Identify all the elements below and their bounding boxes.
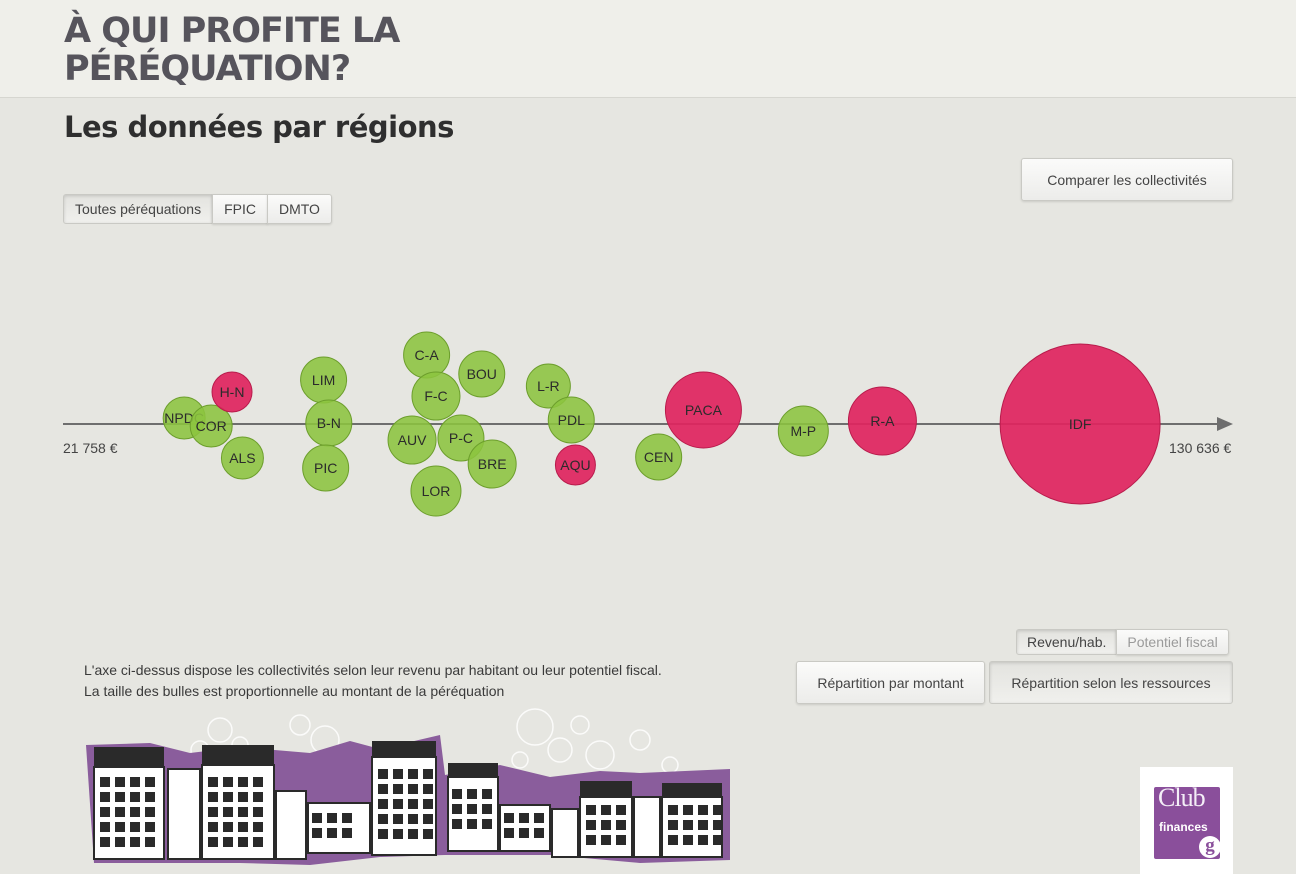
bubble-circle[interactable] (777, 405, 829, 457)
bubble-lim[interactable]: LIM (300, 356, 348, 404)
perequation-tabs: Toutes péréquations FPIC DMTO (63, 194, 332, 224)
bubble-label: H-N (220, 384, 245, 400)
town-illustration (86, 708, 730, 865)
bubble-circle[interactable] (554, 444, 596, 486)
bubble-circle[interactable] (664, 371, 742, 449)
bubble-label: R-A (870, 413, 895, 429)
bubble-l-r[interactable]: L-R (525, 363, 571, 409)
bubble-circle[interactable] (467, 439, 517, 489)
bubble-idf[interactable]: IDF (999, 343, 1161, 505)
bubble-label: F-C (424, 388, 447, 404)
bubble-bre[interactable]: BRE (467, 439, 517, 489)
bubble-label: BRE (478, 456, 507, 472)
description-line-1: L'axe ci-dessus dispose les collectivité… (84, 662, 662, 678)
bubble-circle[interactable] (999, 343, 1161, 505)
bubble-label: AUV (398, 432, 427, 448)
bubble-r-a[interactable]: R-A (847, 386, 917, 456)
page-title: Les données par régions (64, 110, 454, 144)
bubble-circle[interactable] (410, 465, 462, 517)
logo-club-text: Club (1158, 783, 1206, 812)
bubble-circle[interactable] (189, 404, 233, 448)
club-finances-logo (1140, 767, 1233, 874)
bubble-label: COR (196, 418, 227, 434)
measure-toggle: Revenu/hab. Potentiel fiscal (1016, 629, 1229, 655)
bubble-label: PIC (314, 460, 337, 476)
description-line-2: La taille des bulles est proportionnelle… (84, 683, 505, 699)
bubble-circle[interactable] (547, 396, 595, 444)
tab-all[interactable]: Toutes péréquations (63, 194, 214, 224)
bubble-circle[interactable] (387, 415, 437, 465)
bubble-label: P-C (449, 430, 473, 446)
bubble-circle[interactable] (211, 371, 253, 413)
bubble-lor[interactable]: LOR (410, 465, 462, 517)
bubble-aqu[interactable]: AQU (554, 444, 596, 486)
site-title: À QUI PROFITE LA PÉRÉQUATION? (64, 11, 400, 89)
bubble-label: ALS (229, 450, 255, 466)
bubble-h-n[interactable]: H-N (211, 371, 253, 413)
header-bar: À QUI PROFITE LA PÉRÉQUATION? (0, 0, 1296, 98)
tab-dmto[interactable]: DMTO (266, 194, 332, 224)
bubble-label: BOU (467, 366, 497, 382)
repartition-amount-button[interactable]: Répartition par montant (796, 661, 985, 704)
bubble-cen[interactable]: CEN (635, 433, 683, 481)
bubble-m-p[interactable]: M-P (777, 405, 829, 457)
x-axis-arrow (1217, 417, 1233, 431)
toggle-fiscal-potential[interactable]: Potentiel fiscal (1116, 629, 1229, 655)
bubble-circle[interactable] (525, 363, 571, 409)
tab-fpic[interactable]: FPIC (212, 194, 268, 224)
bubble-circle[interactable] (458, 350, 506, 398)
bubble-circle[interactable] (302, 444, 350, 492)
bubble-c-a[interactable]: C-A (403, 331, 451, 379)
bubble-paca[interactable]: PACA (664, 371, 742, 449)
bubble-circle[interactable] (847, 386, 917, 456)
logo-finances-text: finances (1159, 820, 1208, 834)
bubble-f-c[interactable]: F-C (411, 371, 461, 421)
bubble-circle[interactable] (220, 436, 264, 480)
bubble-circle[interactable] (635, 433, 683, 481)
bubble-circle[interactable] (411, 371, 461, 421)
bubble-pdl[interactable]: PDL (547, 396, 595, 444)
logo-g-mark: g (1199, 836, 1221, 858)
bubble-label: M-P (790, 423, 816, 439)
bubble-cor[interactable]: COR (189, 404, 233, 448)
bubble-label: AQU (560, 457, 590, 473)
bubble-label: PACA (685, 402, 723, 418)
bubble-pic[interactable]: PIC (302, 444, 350, 492)
repartition-resources-button[interactable]: Répartition selon les ressources (989, 661, 1233, 704)
bubble-label: IDF (1069, 416, 1092, 432)
bubble-b-n[interactable]: B-N (305, 399, 353, 447)
bubble-bou[interactable]: BOU (458, 350, 506, 398)
bubble-label: LIM (312, 372, 335, 388)
compare-button[interactable]: Comparer les collectivités (1021, 158, 1233, 201)
bubble-label: LOR (422, 483, 451, 499)
bubble-label: PDL (558, 412, 585, 428)
axis-min-label: 21 758 € (63, 440, 118, 456)
bubble-label: C-A (415, 347, 440, 363)
bubble-chart: NPDCCORH-NALSLIMB-NPICAUVC-AF-CLORP-CBOU… (63, 331, 1233, 517)
toggle-revenue[interactable]: Revenu/hab. (1016, 629, 1118, 655)
bubble-label: L-R (537, 378, 560, 394)
chart-description: L'axe ci-dessus dispose les collectivité… (84, 660, 662, 702)
bubble-als[interactable]: ALS (220, 436, 264, 480)
axis-max-label: 130 636 € (1169, 440, 1232, 456)
bubble-label: B-N (317, 415, 341, 431)
bubble-auv[interactable]: AUV (387, 415, 437, 465)
bubble-label: CEN (644, 449, 674, 465)
